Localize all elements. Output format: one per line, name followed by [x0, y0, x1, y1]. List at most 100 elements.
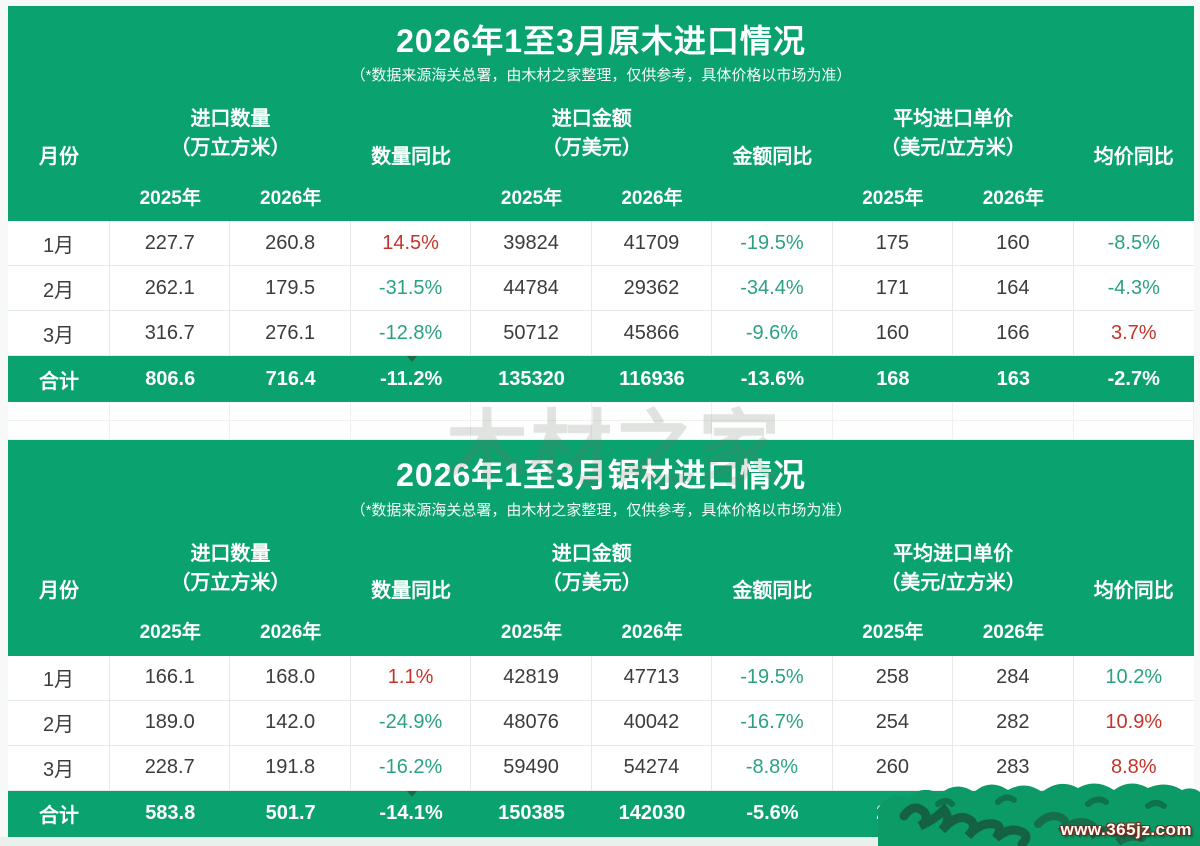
spreadsheet-empty-rows	[8, 402, 1194, 441]
cell-price-2025	[832, 402, 954, 422]
cell-amount-yoy: -34.4%	[712, 266, 833, 312]
cell-price-2026: 284	[953, 655, 1074, 701]
cell-price-yoy: 8.8%	[1073, 746, 1194, 791]
cell-price-2026: 166	[953, 311, 1074, 357]
cell-amount-2025: 59490	[471, 745, 592, 791]
cell-amount-2026	[591, 402, 713, 422]
cell-amount-yoy: -16.7%	[712, 700, 833, 746]
cell-qty-2026: 191.8	[230, 745, 351, 791]
col-header-qty-title: 进口数量	[190, 542, 271, 565]
empty-spreadsheet-row	[8, 421, 1194, 441]
cell-qty-2025: 583.8	[145, 802, 196, 825]
col-header-amount-yoy: 金额同比	[732, 580, 813, 603]
col-header-amount-2026: 2026年	[621, 622, 683, 643]
col-header-amount-2025: 2025年	[500, 622, 563, 643]
sawn-table-body: 1月 166.1 168.0 1.1% 42819 47713 -19.5% 258 284 10…	[8, 655, 1194, 837]
cell-qty-yoy	[350, 421, 472, 441]
cell-amount-2026: 40042	[591, 700, 713, 746]
cell-qty-2025: 316.7	[110, 311, 231, 357]
log-table-header: 2026年1至3月原木进口情况 （*数据来源海关总署，由木材之家整理，仅供参考，…	[8, 6, 1194, 222]
cell-amount-yoy: -9.6%	[712, 311, 833, 357]
cell-qty-2026: 168.0	[230, 655, 351, 701]
cell-amount-yoy	[712, 402, 833, 422]
col-header-qty-unit: （万立方米）	[170, 571, 291, 594]
cell-qty-2026: 716.4	[265, 367, 316, 390]
log-table-subtitle: （*数据来源海关总署，由木材之家整理，仅供参考，具体价格以市场为准）	[350, 67, 852, 85]
cell-price-2025: 168	[876, 367, 910, 390]
cell-qty-2026: 142.0	[230, 700, 351, 746]
cell-qty-2026	[230, 402, 351, 422]
table-row: 2月 262.1 179.5 -31.5% 44784 29362 -34.4% 171 164…	[8, 266, 1194, 312]
table-row: 1月 227.7 260.8 14.5% 39824 41709 -19.5% 175 160-…	[8, 221, 1194, 267]
cell-qty-2025: 806.6	[145, 367, 196, 390]
col-header-qty-2025: 2025年	[139, 187, 201, 209]
cell-price-2026	[953, 791, 1073, 837]
log-table-column-headers: 月份 进口数量 （万立方米） 2025年 2026年 数量同比 进口金额 （万美…	[8, 93, 1194, 221]
cell-price-yoy: -4.3%	[1073, 266, 1194, 312]
cell-qty-yoy: -24.9%	[350, 700, 472, 746]
cell-month: 合计	[39, 805, 79, 828]
cell-month	[8, 421, 110, 441]
col-header-price-title: 平均进口单价	[893, 542, 1014, 565]
cell-qty-yoy: -31.5%	[350, 266, 472, 312]
col-header-price-2025: 2025年	[862, 622, 924, 643]
cell-price-2025: 171	[832, 266, 954, 312]
cell-price-yoy: 3.7%	[1073, 311, 1194, 357]
cell-amount-yoy: -19.5%	[712, 655, 833, 701]
table-total-row: 合计 583.8 501.7 -14.1% 150385 142030 -5.6% 258	[8, 790, 1194, 837]
cell-month: 合计	[39, 370, 79, 393]
cell-qty-2025: 227.7	[110, 221, 231, 267]
cell-amount-2026: 47713	[591, 655, 713, 701]
cell-price-2026: 283	[953, 745, 1074, 791]
cell-month	[8, 402, 110, 422]
table-row: 1月 166.1 168.0 1.1% 42819 47713 -19.5% 258 284 10…	[8, 655, 1194, 701]
col-header-qty-unit: （万立方米）	[170, 137, 291, 160]
bottom-margin	[0, 836, 1200, 846]
cell-amount-2025: 50712	[471, 311, 592, 357]
col-header-amount-2025: 2025年	[500, 187, 563, 209]
cell-amount-2025: 39824	[471, 221, 592, 267]
cell-price-2025: 260	[832, 745, 954, 791]
cell-month: 3月	[8, 745, 110, 791]
cell-price-2026: 160	[953, 221, 1074, 267]
cell-amount-2025	[471, 421, 592, 441]
cell-qty-2026: 260.8	[230, 221, 351, 267]
col-header-month: 月份	[39, 145, 79, 168]
col-header-price: 平均进口单价 （美元/立方米）	[833, 528, 1074, 610]
col-header-amount-2026: 2026年	[621, 187, 683, 209]
table-row: 2月 189.0 142.0 -24.9% 48076 40042 -16.7% 254 282…	[8, 700, 1194, 746]
log-table-body: 1月 227.7 260.8 14.5% 39824 41709 -19.5% 175 160-…	[8, 221, 1194, 403]
col-header-qty-2026: 2026年	[260, 187, 322, 209]
col-header-amount-yoy: 金额同比	[732, 145, 813, 168]
cell-price-yoy	[1074, 791, 1194, 837]
col-header-price-unit: （美元/立方米）	[880, 137, 1026, 160]
col-header-price-yoy: 均价同比	[1093, 580, 1174, 603]
col-header-price-2025: 2025年	[862, 187, 924, 209]
sawn-table-title: 2026年1至3月锯材进口情况	[396, 457, 806, 494]
cell-price-2025	[832, 421, 954, 441]
cell-amount-2026	[591, 421, 713, 441]
cell-amount-2026: 41709	[591, 221, 713, 267]
cell-amount-2026: 45866	[591, 311, 713, 357]
cell-month: 3月	[8, 311, 110, 357]
cell-amount-2025: 135320	[498, 367, 565, 390]
cell-price-yoy: 10.2%	[1073, 656, 1194, 701]
table-row: 3月 316.7 276.1 -12.8% 50712 45866 -9.6% 160 166 3…	[8, 311, 1194, 357]
cell-qty-2026: 276.1	[230, 311, 351, 357]
cell-qty-yoy: -12.8%	[350, 311, 472, 357]
table-row: 3月 228.7 191.8 -16.2% 59490 54274 -8.8% 260 283 8…	[8, 745, 1194, 791]
cell-price-yoy: -8.5%	[1073, 221, 1194, 267]
col-header-qty-title: 进口数量	[190, 108, 271, 131]
col-header-price-title: 平均进口单价	[893, 108, 1014, 131]
cell-qty-yoy	[350, 402, 472, 422]
cell-price-yoy	[1073, 421, 1194, 441]
sawn-timber-import-table: 2026年1至3月锯材进口情况 （*数据来源海关总署，由木材之家整理，仅供参考，…	[8, 440, 1194, 837]
cell-amount-2025	[471, 402, 592, 422]
cell-price-2025: 254	[832, 700, 954, 746]
cell-price-2026	[953, 421, 1074, 441]
cell-price-2026: 163	[996, 367, 1031, 390]
cell-qty-2025: 262.1	[110, 266, 231, 312]
sawn-table-column-headers: 月份 进口数量 （万立方米） 2025年 2026年 数量同比 进口金额 （万美…	[8, 528, 1194, 656]
cell-month: 1月	[8, 221, 110, 267]
